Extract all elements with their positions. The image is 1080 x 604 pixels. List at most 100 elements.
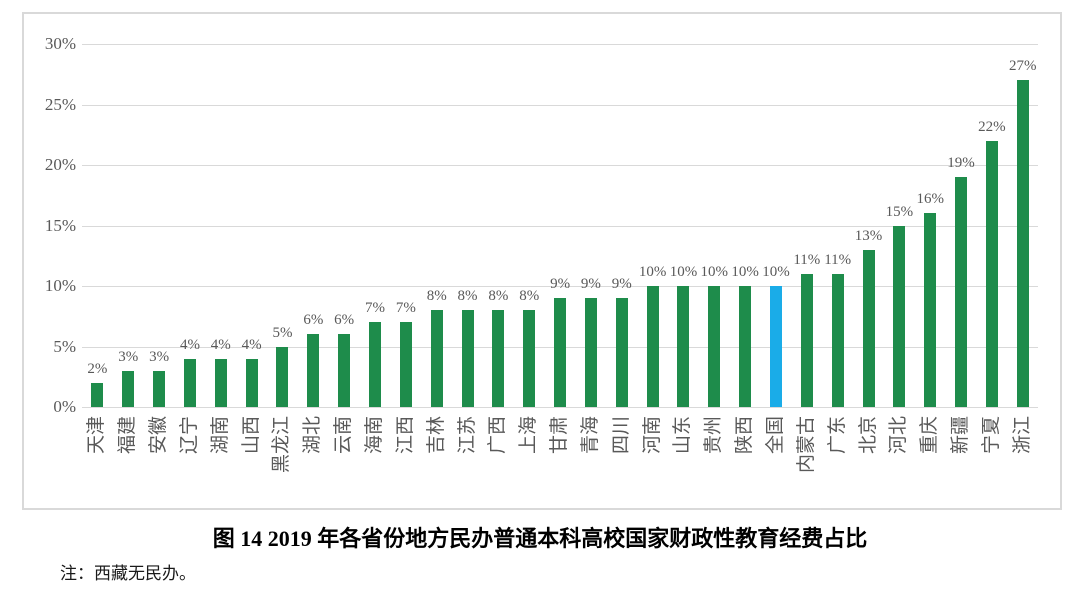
bar-column: 10% 山东 bbox=[668, 44, 699, 454]
bar-value-label: 6% bbox=[303, 312, 324, 329]
bar-column: 7% 江西 bbox=[390, 44, 421, 454]
category-label: 陕西 bbox=[734, 416, 756, 455]
category-label: 河南 bbox=[641, 416, 663, 455]
category-label: 福建 bbox=[117, 416, 139, 455]
category-label: 河北 bbox=[888, 416, 910, 455]
chart-note: 注：西藏无民办。 bbox=[60, 564, 196, 583]
bar-value-label: 9% bbox=[580, 276, 601, 293]
bar bbox=[399, 322, 412, 407]
bar-value-label: 10% bbox=[669, 264, 698, 280]
category-label: 天津 bbox=[86, 416, 108, 455]
bar bbox=[831, 273, 844, 407]
category-label: 重庆 bbox=[919, 416, 941, 455]
bar-column: 6% 云南 bbox=[329, 44, 360, 454]
bar-column: 10% 河南 bbox=[637, 44, 668, 454]
bar-value-label: 6% bbox=[334, 312, 355, 329]
bars-area: 2% 天津 3% 福建 3% 安徽 4% 辽宁 4% 湖南 4% 山西 5% 黑龙江 6% 湖北 6% 云南 7% 海… bbox=[82, 44, 1038, 474]
gridline bbox=[82, 44, 1038, 45]
bar bbox=[245, 358, 258, 407]
y-tick-label: 30% bbox=[44, 34, 76, 53]
bar-column: 10% 全国 bbox=[761, 44, 792, 454]
bar bbox=[369, 322, 382, 407]
bar-column: 2% 天津 bbox=[82, 44, 113, 454]
bar-column: 4% 山西 bbox=[236, 44, 267, 454]
bar-column: 10% 陕西 bbox=[730, 44, 761, 454]
category-label: 广东 bbox=[826, 416, 848, 455]
bar-column: 9% 四川 bbox=[606, 44, 637, 454]
category-label: 安徽 bbox=[148, 416, 170, 455]
category-label: 新疆 bbox=[950, 416, 972, 455]
bar bbox=[615, 298, 628, 407]
bar bbox=[122, 370, 135, 407]
bar-column: 11% 内蒙古 bbox=[791, 44, 822, 473]
bar-column: 27% 浙江 bbox=[1007, 44, 1038, 454]
bar-column: 16% 重庆 bbox=[915, 44, 946, 454]
bar-column: 8% 广西 bbox=[483, 44, 514, 454]
bar bbox=[461, 310, 474, 407]
bar-column: 7% 海南 bbox=[360, 44, 391, 454]
category-label: 湖北 bbox=[302, 416, 324, 455]
chart-plot-box: 2% 天津 3% 福建 3% 安徽 4% 辽宁 4% 湖南 4% 山西 5% 黑龙江 6% 湖北 6% 云南 7% 海… bbox=[22, 12, 1062, 510]
category-label: 黑龙江 bbox=[271, 416, 293, 474]
bar-column: 3% 安徽 bbox=[144, 44, 175, 454]
bar-value-label: 3% bbox=[118, 348, 139, 365]
category-label: 云南 bbox=[333, 416, 355, 455]
bar-value-label: 27% bbox=[1008, 58, 1037, 75]
category-label: 吉林 bbox=[425, 416, 447, 455]
bar-value-label: 10% bbox=[762, 264, 790, 280]
bar-column: 6% 湖北 bbox=[298, 44, 329, 454]
bar bbox=[554, 298, 567, 407]
bar-value-label: 9% bbox=[611, 276, 632, 293]
bar-value-label: 10% bbox=[700, 264, 729, 280]
bar-value-label: 19% bbox=[947, 155, 975, 172]
bar-value-label: 5% bbox=[272, 324, 293, 341]
category-label: 北京 bbox=[857, 416, 879, 455]
bar bbox=[153, 370, 166, 407]
category-label: 贵州 bbox=[703, 416, 725, 455]
bar-column: 19% 新疆 bbox=[946, 44, 977, 454]
category-label: 全国 bbox=[764, 416, 786, 455]
bar bbox=[584, 298, 597, 407]
bar bbox=[183, 358, 196, 407]
gridline bbox=[82, 286, 1038, 287]
bar-column: 8% 吉林 bbox=[421, 44, 452, 454]
bar bbox=[955, 177, 968, 407]
category-label: 辽宁 bbox=[178, 416, 200, 455]
bar bbox=[924, 213, 937, 407]
bar bbox=[91, 382, 104, 407]
y-tick-label: 10% bbox=[44, 276, 76, 295]
bar-value-label: 16% bbox=[916, 191, 944, 208]
bar-value-label: 4% bbox=[241, 336, 262, 353]
category-label: 内蒙古 bbox=[795, 416, 817, 474]
bar bbox=[862, 249, 875, 407]
bar bbox=[893, 225, 906, 407]
bar-value-label: 8% bbox=[426, 288, 447, 305]
y-tick-label: 5% bbox=[53, 336, 76, 356]
bar-value-label: 9% bbox=[550, 276, 571, 293]
bar-value-label: 7% bbox=[395, 300, 416, 317]
bar bbox=[646, 286, 659, 407]
bar-value-label: 11% bbox=[824, 251, 852, 268]
bar-value-label: 2% bbox=[87, 360, 108, 377]
bar-value-label: 4% bbox=[179, 336, 200, 353]
bar-value-label: 15% bbox=[885, 203, 914, 220]
bar-value-label: 3% bbox=[149, 348, 170, 365]
bar-column: 3% 福建 bbox=[113, 44, 144, 454]
bar-column: 22% 宁夏 bbox=[976, 44, 1007, 454]
bar-value-label: 8% bbox=[488, 288, 509, 305]
bar-column: 4% 辽宁 bbox=[175, 44, 206, 454]
bar-value-label: 13% bbox=[854, 227, 883, 244]
category-label: 山东 bbox=[672, 416, 694, 455]
category-label: 青海 bbox=[579, 416, 601, 455]
category-label: 江西 bbox=[394, 416, 416, 455]
bar-column: 8% 上海 bbox=[514, 44, 545, 454]
bar-column: 9% 甘肃 bbox=[545, 44, 576, 454]
bar-column: 4% 湖南 bbox=[205, 44, 236, 454]
bar bbox=[214, 358, 227, 407]
y-tick-label: 20% bbox=[44, 155, 76, 174]
bar-column: 5% 黑龙江 bbox=[267, 44, 298, 474]
category-label: 山西 bbox=[240, 416, 262, 455]
gridline bbox=[82, 104, 1038, 106]
category-label: 浙江 bbox=[1011, 416, 1033, 455]
bar-value-label: 8% bbox=[457, 288, 478, 305]
